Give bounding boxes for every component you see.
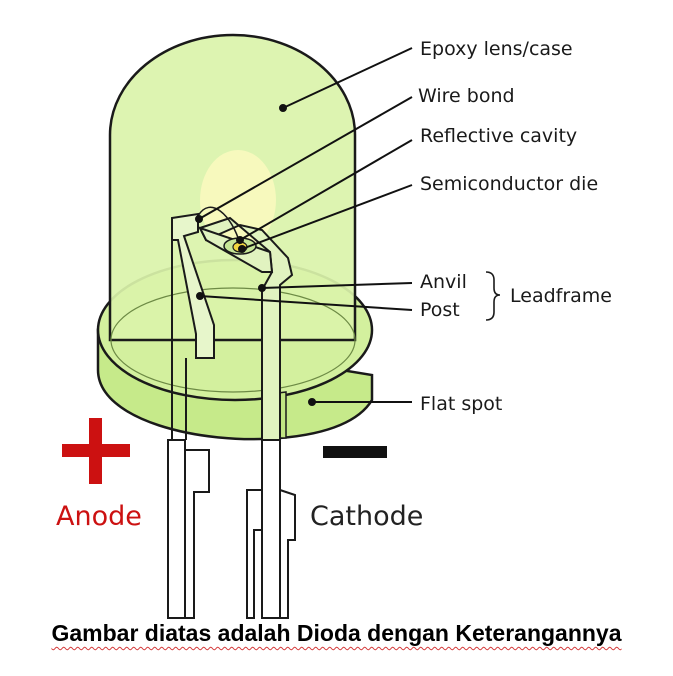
wire-bond <box>197 206 241 245</box>
dome-base-ellipse <box>110 287 356 393</box>
label-leadframe: Leadframe <box>510 285 612 307</box>
minus-sign-icon <box>323 446 387 458</box>
label-semiconductor-die: Semiconductor die <box>420 173 598 195</box>
lead-cathode <box>246 439 296 619</box>
caption-text: Gambar diatas adalah Dioda dengan Ketera… <box>51 620 622 646</box>
label-flat-spot: Flat spot <box>420 393 502 415</box>
leadframe-brace <box>485 271 501 321</box>
label-anode: Anode <box>56 501 142 532</box>
leader-lines <box>195 47 413 406</box>
label-anvil: Anvil <box>420 271 467 293</box>
post <box>171 212 215 440</box>
label-cathode: Cathode <box>310 501 423 532</box>
plus-sign-icon <box>62 418 130 484</box>
label-wire-bond: Wire bond <box>418 85 515 107</box>
label-reflective-cavity: Reflective cavity <box>420 125 577 147</box>
label-post: Post <box>420 299 460 321</box>
caption: Gambar diatas adalah Dioda dengan Ketera… <box>0 620 673 647</box>
lead-anode <box>167 439 210 619</box>
label-epoxy: Epoxy lens/case <box>420 38 573 60</box>
